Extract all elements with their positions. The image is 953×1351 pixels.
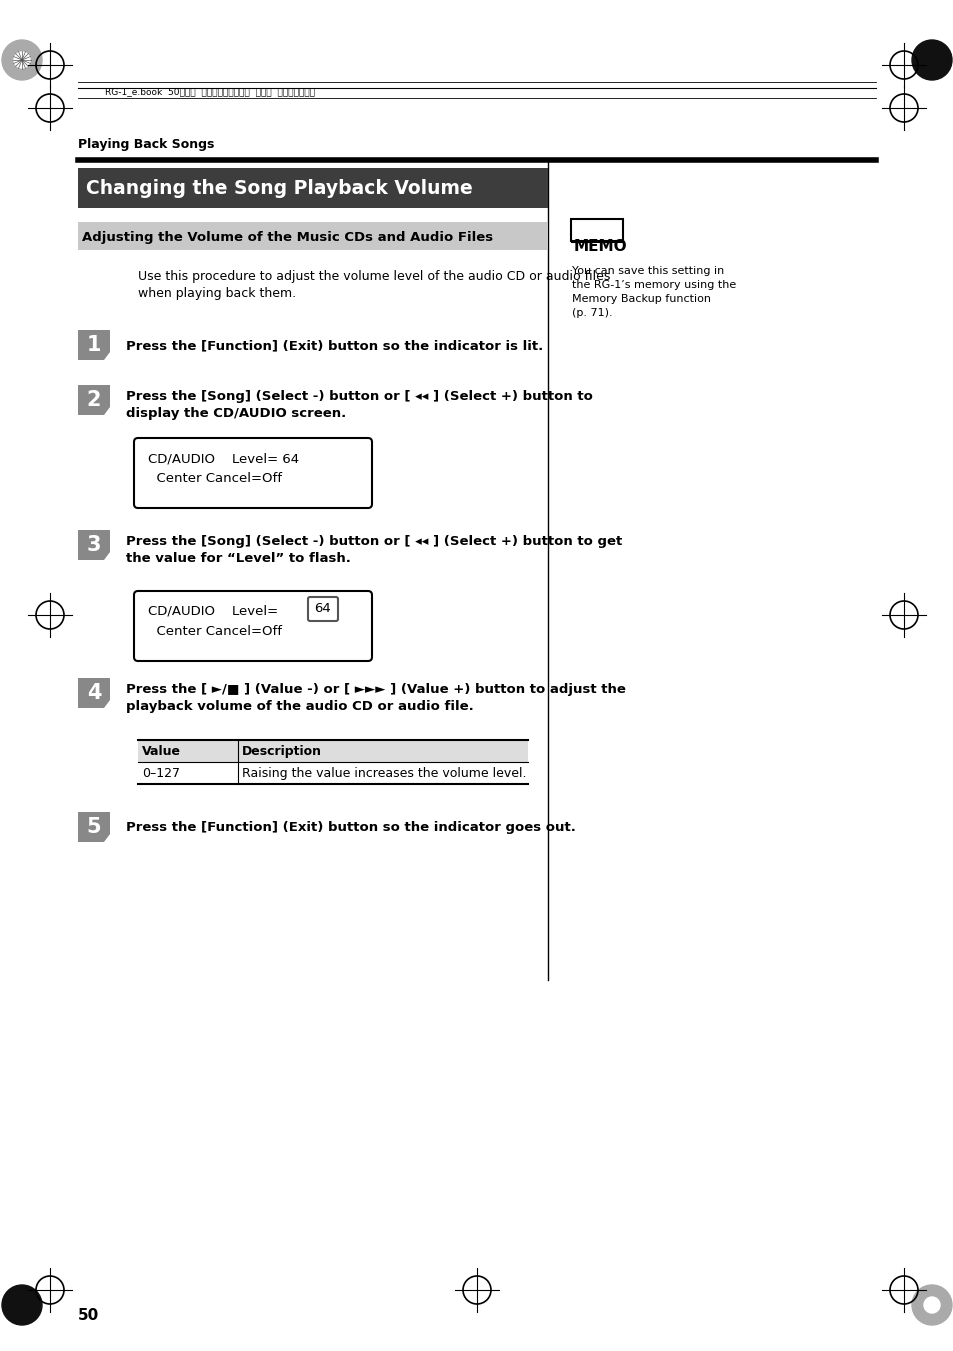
Text: Playing Back Songs: Playing Back Songs bbox=[78, 138, 214, 151]
Text: Press the [Function] (Exit) button so the indicator goes out.: Press the [Function] (Exit) button so th… bbox=[126, 821, 576, 835]
Text: Adjusting the Volume of the Music CDs and Audio Files: Adjusting the Volume of the Music CDs an… bbox=[82, 231, 493, 243]
Text: CD/AUDIO    Level=: CD/AUDIO Level= bbox=[148, 605, 282, 617]
Text: 2: 2 bbox=[87, 390, 101, 409]
Text: You can save this setting in
the RG-1’s memory using the
Memory Backup function
: You can save this setting in the RG-1’s … bbox=[572, 266, 736, 317]
Text: 0–127: 0–127 bbox=[142, 767, 180, 780]
Text: 3: 3 bbox=[87, 535, 101, 555]
Text: Raising the value increases the volume level.: Raising the value increases the volume l… bbox=[242, 767, 526, 780]
FancyBboxPatch shape bbox=[78, 222, 547, 250]
Text: 4: 4 bbox=[87, 684, 101, 703]
Text: Value: Value bbox=[142, 744, 181, 758]
Polygon shape bbox=[78, 385, 110, 415]
Text: Press the [Song] (Select -) button or [ ◂◂ ] (Select +) button to
display the CD: Press the [Song] (Select -) button or [ … bbox=[126, 390, 592, 420]
Text: 5: 5 bbox=[87, 817, 101, 838]
Text: Description: Description bbox=[242, 744, 322, 758]
Polygon shape bbox=[78, 530, 110, 561]
Circle shape bbox=[911, 1285, 951, 1325]
Polygon shape bbox=[78, 812, 110, 842]
FancyBboxPatch shape bbox=[138, 740, 527, 762]
Circle shape bbox=[2, 41, 42, 80]
Text: Press the [Function] (Exit) button so the indicator is lit.: Press the [Function] (Exit) button so th… bbox=[126, 339, 542, 353]
Circle shape bbox=[2, 1285, 42, 1325]
FancyBboxPatch shape bbox=[133, 438, 372, 508]
FancyBboxPatch shape bbox=[571, 219, 622, 240]
Text: RG-1_e.book  50ページ  ２００８年４月８日  火曜日  午後２時３６分: RG-1_e.book 50ページ ２００８年４月８日 火曜日 午後２時３６分 bbox=[105, 88, 314, 96]
Polygon shape bbox=[78, 678, 110, 708]
Text: Press the [ ►/■ ] (Value -) or [ ►►► ] (Value +) button to adjust the
playback v: Press the [ ►/■ ] (Value -) or [ ►►► ] (… bbox=[126, 684, 625, 713]
Text: Use this procedure to adjust the volume level of the audio CD or audio files
whe: Use this procedure to adjust the volume … bbox=[138, 270, 610, 300]
Text: Center Cancel=Off: Center Cancel=Off bbox=[148, 626, 282, 638]
FancyBboxPatch shape bbox=[78, 168, 547, 208]
FancyBboxPatch shape bbox=[308, 597, 337, 621]
Text: MEMO: MEMO bbox=[574, 239, 627, 254]
Circle shape bbox=[923, 1297, 939, 1313]
Text: 1: 1 bbox=[87, 335, 101, 355]
Text: Press the [Song] (Select -) button or [ ◂◂ ] (Select +) button to get
the value : Press the [Song] (Select -) button or [ … bbox=[126, 535, 621, 565]
Text: Center Cancel=Off: Center Cancel=Off bbox=[148, 471, 282, 485]
Text: Changing the Song Playback Volume: Changing the Song Playback Volume bbox=[86, 180, 473, 199]
Polygon shape bbox=[78, 330, 110, 359]
Text: CD/AUDIO    Level= 64: CD/AUDIO Level= 64 bbox=[148, 453, 299, 465]
Circle shape bbox=[911, 41, 951, 80]
Circle shape bbox=[14, 51, 30, 68]
Text: 50: 50 bbox=[78, 1308, 99, 1323]
Text: 64: 64 bbox=[314, 603, 331, 616]
FancyBboxPatch shape bbox=[133, 590, 372, 661]
